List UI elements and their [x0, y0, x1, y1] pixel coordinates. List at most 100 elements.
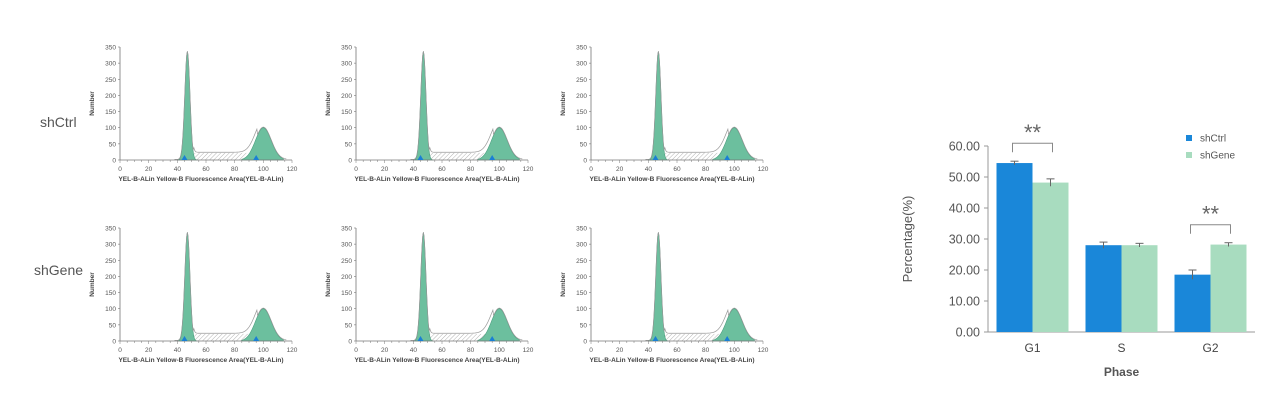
bar-x-label: Phase — [1104, 365, 1140, 379]
histogram-x-tick-label: 40 — [174, 347, 182, 354]
histogram-panel-shctrl-3: 0 50 100 150 200 250 300 350 0 20 40 60 80 100 120 YEL-… — [560, 45, 769, 184]
bar-shctrl-s — [1085, 245, 1122, 332]
histogram-gate-marker — [417, 155, 424, 160]
histogram-g2-peak — [712, 308, 755, 342]
bar-category-label: S — [1117, 341, 1125, 355]
histogram-s-phase-hatch — [429, 333, 494, 341]
histogram-y-tick-label: 150 — [576, 109, 587, 116]
histogram-y-tick-label: 200 — [105, 93, 116, 100]
histogram-x-label: YEL-B-ALin Yellow-B Fluorescence Area(YE… — [118, 176, 283, 183]
histogram-x-tick-label: 100 — [258, 166, 269, 173]
legend-swatch-shgene — [1186, 152, 1192, 158]
bar-y-tick-label: 30.00 — [949, 233, 980, 247]
histogram-y-tick-label: 250 — [341, 258, 352, 265]
histogram-g2-peak — [241, 308, 284, 342]
histogram-x-tick-label: 20 — [381, 347, 389, 354]
histogram-y-tick-label: 100 — [341, 125, 352, 132]
legend-swatch-shctrl — [1186, 135, 1192, 141]
histogram-fit-outline — [410, 51, 523, 160]
histogram-y-tick-label: 150 — [105, 109, 116, 116]
bar-significance-label: ** — [1024, 120, 1042, 145]
histogram-x-tick-label: 0 — [118, 166, 122, 173]
histogram-y-label: Number — [560, 272, 567, 297]
histogram-s-phase-hatch — [193, 152, 258, 160]
histogram-x-tick-label: 100 — [729, 166, 740, 173]
bar-y-tick-label: 10.00 — [949, 295, 980, 309]
histogram-y-tick-label: 350 — [341, 45, 352, 52]
histogram-x-label: YEL-B-ALin Yellow-B Fluorescence Area(YE… — [354, 357, 519, 364]
histogram-x-tick-label: 80 — [702, 347, 710, 354]
histogram-y-tick-label: 0 — [583, 158, 587, 165]
histogram-y-tick-label: 300 — [576, 61, 587, 68]
histogram-y-tick-label: 250 — [576, 77, 587, 84]
histogram-x-tick-label: 80 — [231, 347, 239, 354]
histogram-gate-marker — [181, 336, 188, 341]
histogram-x-tick-label: 0 — [354, 347, 358, 354]
bar-y-tick-label: 50.00 — [949, 171, 980, 185]
histogram-s-phase-hatch — [429, 152, 494, 160]
histogram-y-label: Number — [89, 91, 96, 116]
histogram-y-tick-label: 50 — [345, 141, 353, 148]
legend-label-shctrl: shCtrl — [1200, 134, 1226, 145]
histogram-y-tick-label: 300 — [341, 242, 352, 249]
histogram-y-tick-label: 50 — [580, 322, 588, 329]
histogram-x-tick-label: 100 — [494, 347, 505, 354]
histogram-x-tick-label: 100 — [729, 347, 740, 354]
histogram-x-tick-label: 120 — [287, 347, 298, 354]
histogram-gate-marker — [253, 336, 260, 341]
histogram-y-tick-label: 300 — [341, 61, 352, 68]
histogram-fit-outline — [645, 232, 758, 341]
bar-y-tick-label: 60.00 — [949, 140, 980, 154]
bar-significance-bracket — [1012, 142, 1053, 153]
histogram-y-tick-label: 100 — [576, 125, 587, 132]
histogram-y-tick-label: 250 — [341, 77, 352, 84]
histogram-x-tick-label: 100 — [494, 166, 505, 173]
histogram-x-tick-label: 0 — [118, 347, 122, 354]
histogram-grid: 0 50 100 150 200 250 300 350 0 20 40 60 80 100 120 YEL-… — [89, 45, 769, 365]
histogram-y-tick-label: 200 — [576, 93, 587, 100]
histogram-y-tick-label: 350 — [576, 45, 587, 52]
histogram-y-tick-label: 350 — [341, 226, 352, 233]
histogram-y-tick-label: 350 — [105, 45, 116, 52]
histogram-fit-outline — [174, 51, 287, 160]
histogram-s-phase-hatch — [193, 333, 258, 341]
histogram-gate-marker — [652, 155, 659, 160]
histogram-g2-peak — [712, 127, 755, 161]
histogram-y-tick-label: 50 — [345, 322, 353, 329]
histogram-x-tick-label: 80 — [702, 166, 710, 173]
histogram-y-tick-label: 50 — [109, 322, 117, 329]
histogram-x-tick-label: 60 — [673, 166, 681, 173]
bar-shctrl-g1 — [996, 163, 1033, 332]
histogram-y-tick-label: 150 — [576, 290, 587, 297]
histogram-x-tick-label: 120 — [758, 347, 769, 354]
histogram-panel-shctrl-2: 0 50 100 150 200 250 300 350 0 20 40 60 80 100 120 YEL-… — [325, 45, 534, 184]
histogram-x-tick-label: 0 — [589, 347, 593, 354]
bar-shgene-g2 — [1210, 244, 1247, 332]
histogram-x-tick-label: 100 — [258, 347, 269, 354]
bar-shgene-g1 — [1032, 182, 1069, 332]
bar-significance-bracket — [1190, 224, 1231, 234]
bar-y-tick-label: 20.00 — [949, 264, 980, 278]
histogram-x-tick-label: 0 — [589, 166, 593, 173]
histogram-x-tick-label: 120 — [523, 166, 534, 173]
histogram-y-tick-label: 100 — [105, 125, 116, 132]
histogram-y-tick-label: 100 — [105, 306, 116, 313]
histogram-x-tick-label: 40 — [410, 347, 418, 354]
bar-shgene-s — [1121, 245, 1158, 332]
histogram-x-tick-label: 60 — [202, 166, 210, 173]
histogram-y-tick-label: 150 — [105, 290, 116, 297]
histogram-x-label: YEL-B-ALin Yellow-B Fluorescence Area(YE… — [589, 176, 754, 183]
histogram-gate-marker — [724, 155, 731, 160]
histogram-y-tick-label: 200 — [105, 274, 116, 281]
histogram-y-tick-label: 350 — [105, 226, 116, 233]
histogram-gate-marker — [489, 336, 496, 341]
histogram-gate-marker — [652, 336, 659, 341]
bar-y-tick-label: 0.00 — [956, 326, 980, 340]
histogram-fit-outline — [645, 51, 758, 160]
histogram-x-label: YEL-B-ALin Yellow-B Fluorescence Area(YE… — [118, 357, 283, 364]
bar-y-tick-label: 40.00 — [949, 202, 980, 216]
histogram-panel-shgene-1: 0 50 100 150 200 250 300 350 0 20 40 60 80 100 120 YEL-… — [89, 226, 298, 365]
histogram-fit-outline — [410, 232, 523, 341]
bar-shctrl-g2 — [1174, 274, 1211, 332]
